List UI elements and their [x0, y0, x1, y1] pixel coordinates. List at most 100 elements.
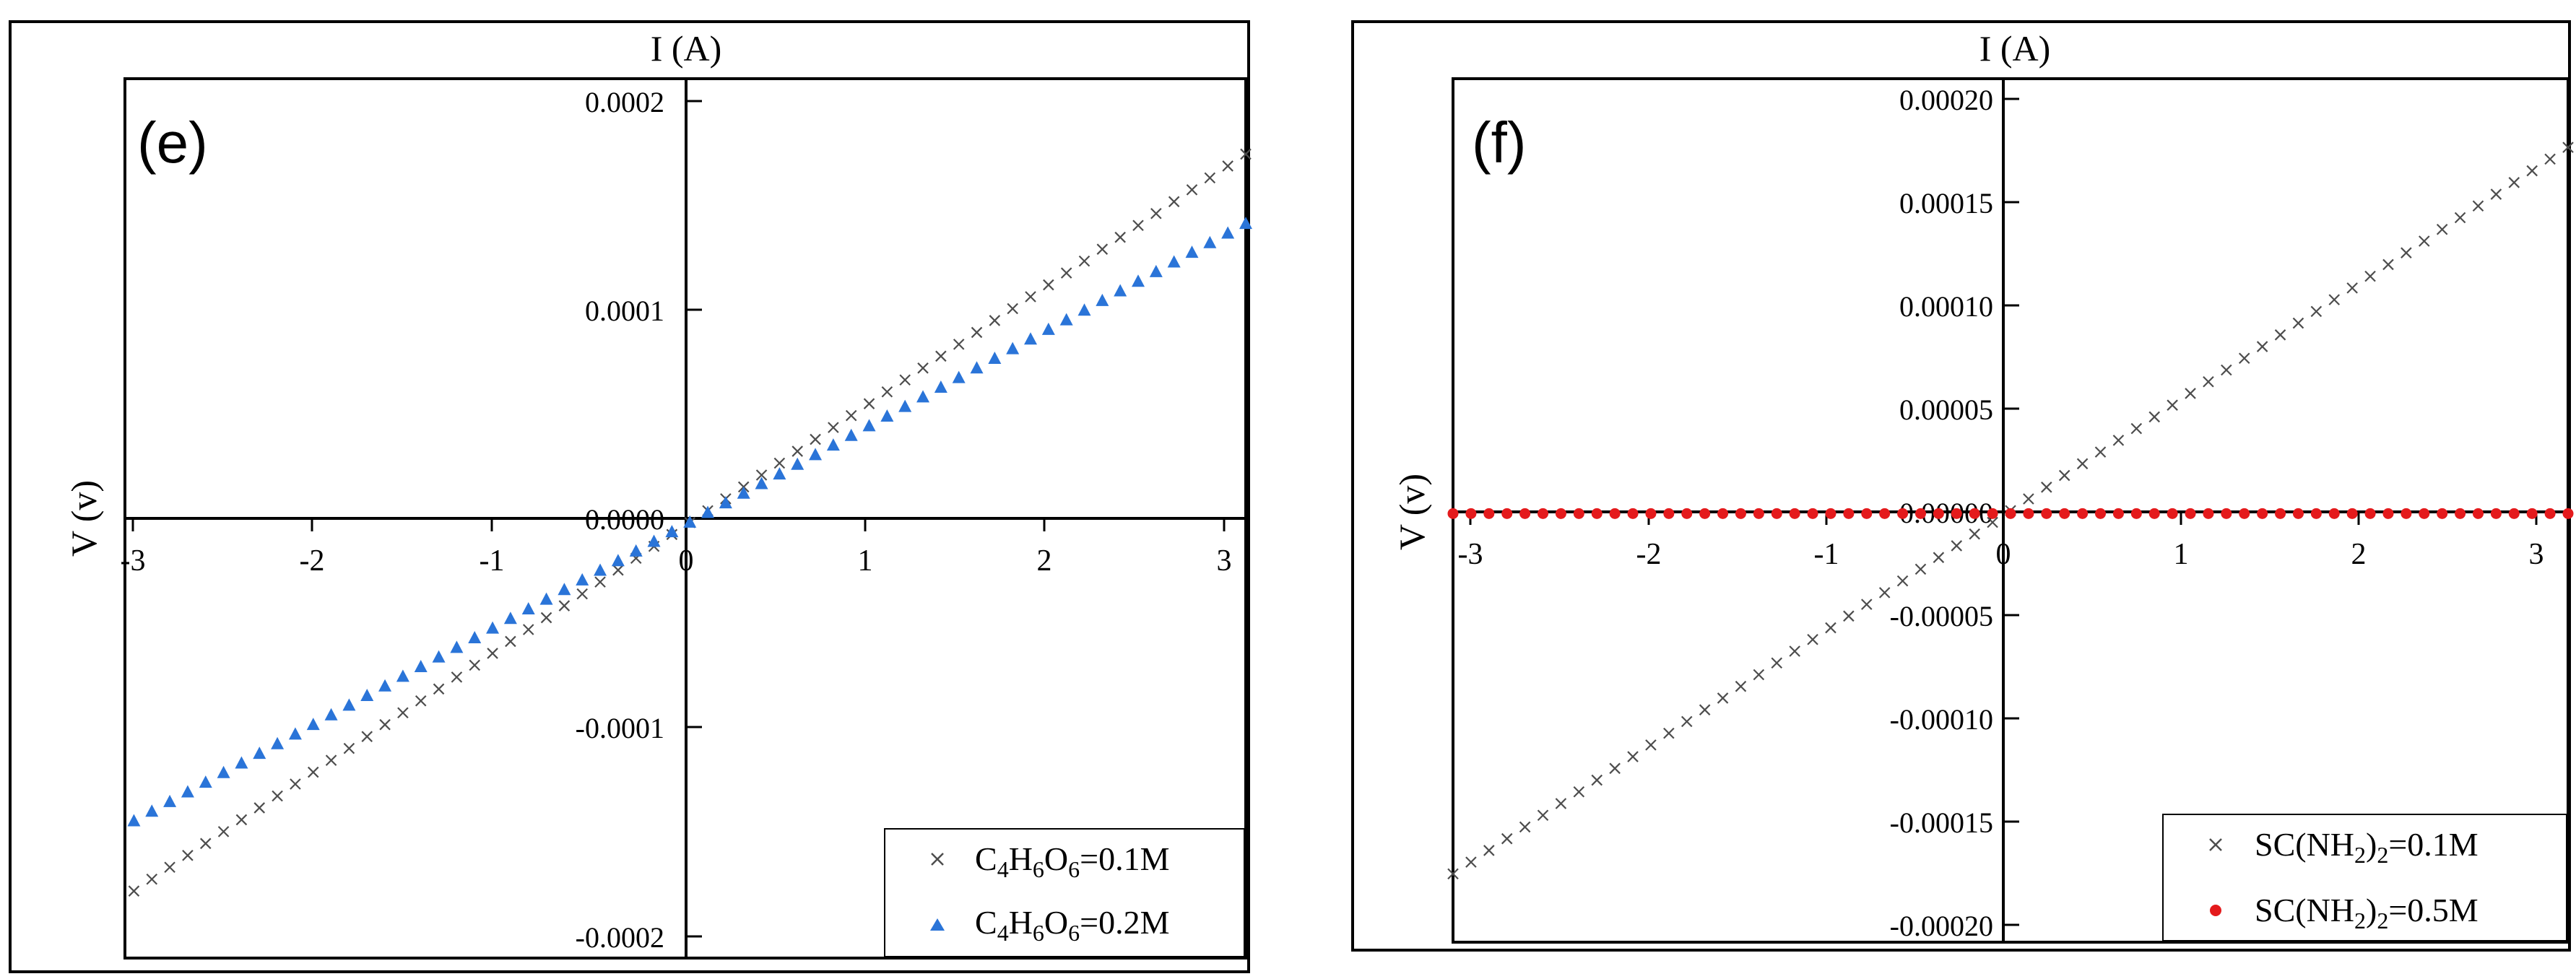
series-1-1-point	[1555, 508, 1566, 519]
series-1-1-point	[2112, 508, 2124, 519]
series-0-1-point	[988, 351, 1002, 364]
series-1-0-point	[2076, 458, 2089, 470]
series-1-0-point	[1896, 575, 1909, 587]
panel-f-x-tick-label: 1	[2174, 538, 2189, 571]
series-1-0-point	[1465, 856, 1477, 868]
series-1-1-point	[1699, 508, 1711, 519]
series-0-1-point	[1132, 274, 1145, 287]
series-0-0-point	[773, 457, 786, 469]
series-1-0-point	[2562, 142, 2574, 153]
series-0-1-point	[683, 515, 697, 528]
series-0-1-point	[521, 601, 535, 614]
series-1-0-point	[1627, 751, 1639, 762]
series-0-0-point	[505, 635, 516, 648]
series-1-1-point	[1861, 508, 1873, 519]
series-1-0-point	[1537, 809, 1549, 822]
series-1-1-point	[1843, 508, 1855, 519]
series-1-1-point	[1645, 508, 1657, 519]
series-0-0-point	[1007, 303, 1018, 315]
series-0-1-point	[862, 419, 876, 432]
series-1-1-point	[2095, 508, 2107, 519]
series-0-1-point	[468, 630, 482, 643]
panel-f-x-tick-label: 0	[1996, 538, 2011, 571]
series-1-0-point	[1555, 798, 1567, 809]
series-0-1-point	[378, 679, 392, 692]
series-1-0-point	[1591, 774, 1603, 786]
series-0-0-point	[1150, 208, 1162, 219]
series-1-1-point	[2382, 508, 2394, 519]
panel-f-y-tick-label: 0.00015	[1899, 187, 1993, 219]
panel-e-x-tick-labels: -3 -2 -1 0 1 2 3	[121, 544, 1232, 578]
series-1-0-point	[2346, 282, 2358, 294]
series-1-1-point	[2419, 508, 2430, 519]
series-1-0-point	[1519, 821, 1531, 833]
series-0-0-point	[1114, 231, 1126, 243]
series-1-0-point	[2382, 258, 2394, 271]
panel-f-data-marks	[1447, 142, 2574, 880]
series-0-0-point	[182, 850, 194, 861]
series-0-1-point	[163, 794, 177, 807]
series-0-0-point	[917, 362, 929, 374]
series-1-1-point	[2005, 508, 2016, 519]
series-0-1-point	[235, 756, 248, 769]
series-0-0-point	[217, 826, 230, 837]
series-1-0-point	[2256, 341, 2268, 352]
series-0-0-point	[235, 814, 248, 826]
series-1-1-point	[2023, 508, 2034, 519]
series-1-0-point	[2041, 482, 2052, 493]
series-1-0-point	[2490, 188, 2502, 200]
series-1-1-point	[1825, 508, 1836, 519]
series-0-1-point	[970, 361, 984, 374]
series-0-1-point	[1185, 245, 1199, 258]
series-0-1-point	[934, 380, 947, 393]
series-0-0-point	[1025, 291, 1036, 303]
series-1-0-point	[1681, 715, 1693, 728]
series-1-1-point	[1447, 508, 1459, 519]
series-1-0-point	[1501, 832, 1513, 845]
panel-e-x-tick-label: 2	[1037, 544, 1052, 578]
series-1-1-point	[2203, 508, 2214, 519]
panel-f-x-tick-label: -2	[1636, 538, 1662, 571]
series-0-0-point	[558, 600, 571, 612]
series-1-0-point	[2401, 247, 2412, 258]
series-0-1-point	[127, 814, 141, 827]
series-0-0-point	[343, 742, 355, 754]
series-0-0-point	[881, 386, 893, 398]
series-0-1-point	[809, 448, 823, 461]
series-0-1-point	[576, 573, 589, 586]
series-1-0-point	[1573, 786, 1585, 798]
panel-e-y-tick-label: -0.0002	[576, 921, 664, 954]
series-0-1-point	[1006, 341, 1020, 354]
x-marker-icon	[2209, 838, 2222, 851]
series-0-1-point	[737, 486, 750, 499]
series-0-1-point	[1024, 332, 1038, 345]
series-0-1-point	[432, 650, 446, 663]
series-0-0-point	[253, 802, 266, 814]
panel-e-x-axis-label: I (A)	[651, 28, 722, 69]
panel-e-label: (e)	[137, 110, 208, 175]
series-0-1-point	[306, 718, 320, 731]
series-1-1-point	[1879, 508, 1891, 519]
series-1-0-point	[2454, 212, 2466, 224]
panel-e-data-marks	[127, 148, 1252, 897]
series-0-0-point	[379, 718, 391, 731]
series-0-1-point	[773, 467, 786, 480]
panel-f-x-tick-label: -3	[1458, 538, 1483, 571]
series-0-0-point	[397, 707, 409, 719]
series-1-1-point	[2041, 508, 2052, 519]
panel-e-x-tick-label: 0	[679, 544, 694, 578]
series-1-0-point	[1663, 727, 1675, 739]
series-0-0-point	[128, 885, 140, 897]
series-1-0-point	[2148, 411, 2161, 423]
series-0-0-point	[755, 469, 768, 481]
series-0-1-point	[414, 660, 428, 673]
panel-f-y-tick-label: -0.00010	[1890, 703, 1993, 736]
series-1-0-point	[2221, 364, 2232, 376]
panel-f-legend-text-1: SC(NH2)2=0.1M	[2255, 826, 2479, 868]
series-0-0-point	[1043, 279, 1054, 291]
series-1-1-point	[1753, 508, 1764, 519]
series-0-0-point	[199, 837, 212, 850]
panel-e-y-tick-label: -0.0001	[576, 712, 664, 744]
series-0-0-point	[845, 409, 857, 422]
series-0-1-point	[253, 747, 266, 760]
